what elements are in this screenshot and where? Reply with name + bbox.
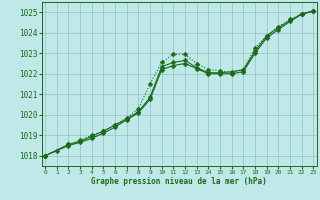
X-axis label: Graphe pression niveau de la mer (hPa): Graphe pression niveau de la mer (hPa) (91, 177, 267, 186)
